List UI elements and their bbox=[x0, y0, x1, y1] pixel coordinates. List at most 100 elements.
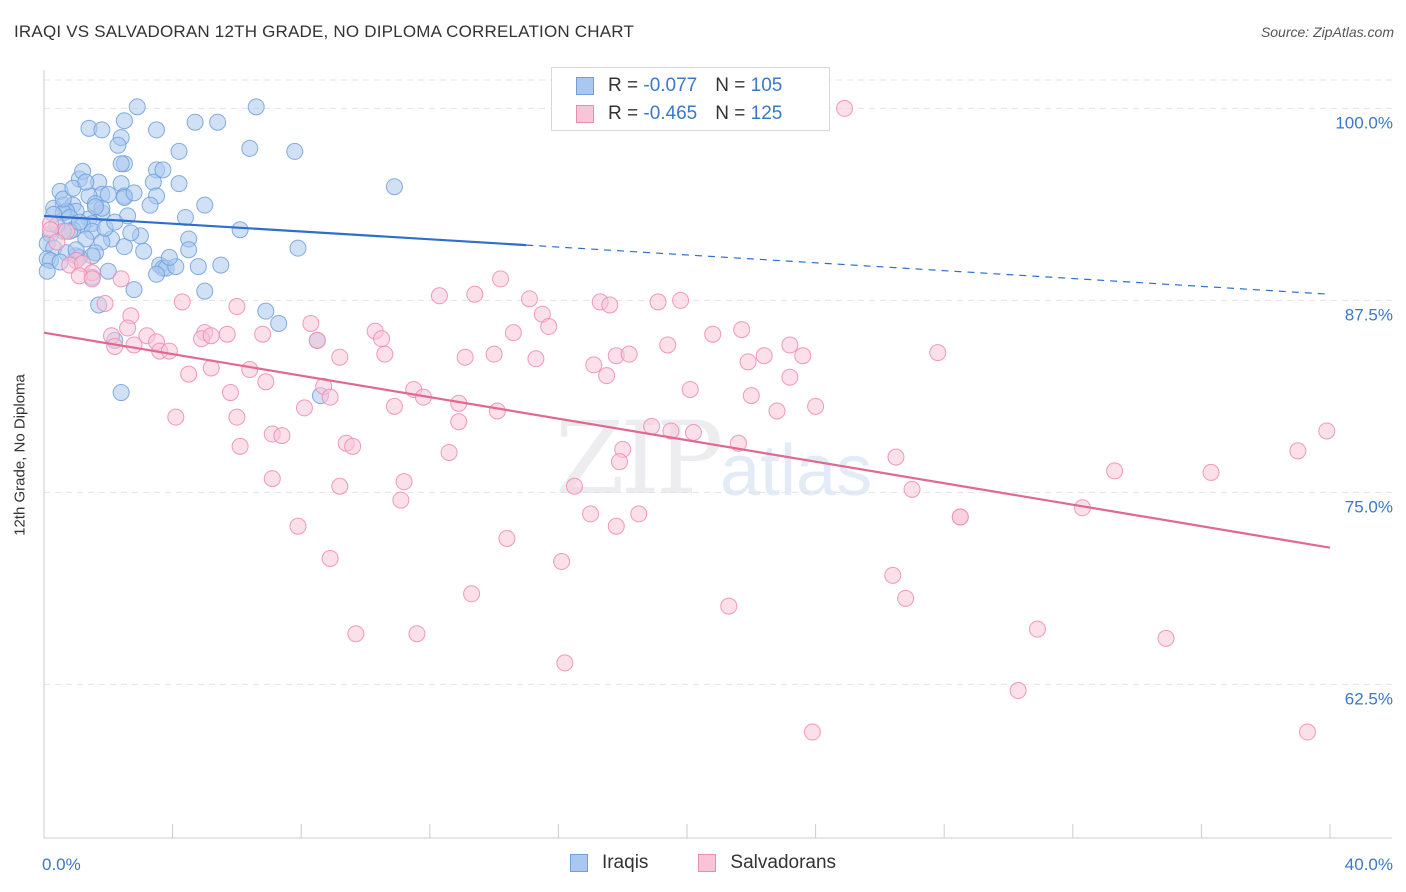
salvadoran-point bbox=[884, 566, 902, 584]
iraqi-point bbox=[196, 282, 214, 300]
salvadoran-point bbox=[485, 345, 503, 363]
iraqi-point bbox=[196, 196, 214, 214]
salvadoran-point bbox=[527, 350, 545, 368]
salvadoran-point bbox=[836, 99, 854, 117]
salvadoran-point bbox=[395, 473, 413, 491]
salvadoran-point bbox=[392, 491, 410, 509]
salvadoran-point bbox=[321, 549, 339, 567]
iraqi-point bbox=[77, 173, 95, 191]
salvadoran-point bbox=[430, 287, 448, 305]
iraqi-point bbox=[128, 98, 146, 116]
salvadoran-point bbox=[504, 324, 522, 342]
iraqi-point bbox=[38, 262, 56, 280]
salvadoran-point bbox=[684, 423, 702, 441]
iraqi-r-label: R = bbox=[608, 75, 644, 96]
salvadoran-point bbox=[96, 294, 114, 312]
salvadoran-point bbox=[742, 387, 760, 405]
salvadoran-point bbox=[553, 553, 571, 571]
salvadoran-point bbox=[331, 348, 349, 366]
salvadoran-point bbox=[807, 397, 825, 415]
chart-title: IRAQI VS SALVADORAN 12TH GRADE, NO DIPLO… bbox=[14, 22, 635, 41]
iraqi-point bbox=[170, 175, 188, 193]
iraqi-point bbox=[93, 121, 111, 139]
legend-item-salvadorans[interactable]: Salvadorans bbox=[698, 852, 836, 874]
salvadoran-point bbox=[273, 427, 291, 445]
iraqi-trend-extension bbox=[526, 244, 1331, 295]
salvadoran-r-value: -0.465 bbox=[643, 103, 698, 124]
salvadoran-point bbox=[385, 397, 403, 415]
salvadoran-point bbox=[456, 348, 474, 366]
salvadoran-point bbox=[58, 222, 76, 240]
correlation-legend: R = -0.077 N = 105 R = -0.465 N = 125 bbox=[551, 67, 830, 131]
salvadoran-point bbox=[254, 325, 272, 343]
iraqi-point bbox=[77, 230, 95, 248]
salvadoran-point bbox=[492, 270, 510, 288]
salvadoran-point bbox=[662, 422, 680, 440]
iraqi-point bbox=[148, 121, 166, 139]
salvadoran-point bbox=[582, 505, 600, 523]
salvadoran-n-label: N = bbox=[715, 103, 751, 124]
salvadoran-point bbox=[720, 597, 738, 615]
tick-labels: 100.0% 87.5% 75.0% 62.5% 0.0% 40.0% bbox=[42, 113, 1393, 874]
salvadoran-point bbox=[755, 347, 773, 365]
salvadoran-point bbox=[83, 270, 101, 288]
legend-item-iraqis[interactable]: Iraqis bbox=[569, 852, 648, 874]
iraqi-point bbox=[99, 185, 117, 203]
salvadoran-point bbox=[218, 325, 236, 343]
salvadoran-point bbox=[308, 331, 326, 349]
iraqi-point bbox=[257, 302, 275, 320]
salvadoran-point bbox=[1298, 723, 1316, 741]
salvadoran-point bbox=[681, 380, 699, 398]
iraqi-point bbox=[212, 256, 230, 274]
salvadoran-point bbox=[331, 477, 349, 495]
iraqi-point bbox=[112, 155, 130, 173]
iraqi-point bbox=[160, 248, 178, 266]
salvadoran-point bbox=[1009, 682, 1027, 700]
iraqi-point bbox=[189, 258, 207, 276]
iraqi-point bbox=[270, 314, 288, 332]
legend-row-iraqi: R = -0.077 N = 105 bbox=[576, 74, 782, 98]
iraqi-point bbox=[141, 196, 159, 214]
salvadoran-point bbox=[463, 585, 481, 603]
salvadoran-point bbox=[565, 477, 583, 495]
x-tick-label: 40.0% bbox=[1345, 855, 1393, 874]
salvadoran-point bbox=[610, 453, 628, 471]
salvadoran-point bbox=[408, 625, 426, 643]
salvadoran-point bbox=[1289, 442, 1307, 460]
salvadoran-point bbox=[376, 345, 394, 363]
iraqi-point bbox=[122, 224, 140, 242]
salvadoran-point bbox=[466, 285, 484, 303]
salvadoran-point bbox=[321, 388, 339, 406]
salvadoran-point bbox=[781, 368, 799, 386]
salvadoran-r-label: R = bbox=[608, 103, 644, 124]
salvadoran-point bbox=[704, 325, 722, 343]
series-legend: Iraqis Salvadorans bbox=[0, 852, 1406, 874]
salvadoran-point bbox=[160, 342, 178, 360]
x-tick-label: 0.0% bbox=[42, 855, 81, 874]
iraqi-n-value: 105 bbox=[750, 75, 783, 96]
salvadoran-point bbox=[803, 723, 821, 741]
iraqi-point bbox=[54, 190, 72, 208]
salvadoran-point bbox=[263, 470, 281, 488]
salvadoran-point bbox=[440, 443, 458, 461]
iraqi-point bbox=[115, 112, 133, 130]
iraqi-point bbox=[247, 98, 265, 116]
salvadoran-point bbox=[540, 318, 558, 336]
salvadoran-points bbox=[41, 99, 1336, 741]
salvadoran-point bbox=[649, 293, 667, 311]
salvadoran-point bbox=[520, 290, 538, 308]
iraqi-trend-line bbox=[43, 214, 527, 247]
salvadoran-point bbox=[620, 345, 638, 363]
iraqi-point bbox=[135, 242, 153, 260]
salvadoran-point bbox=[887, 448, 905, 466]
salvadoran-point bbox=[1028, 620, 1046, 638]
iraqi-n-label: N = bbox=[715, 75, 751, 96]
iraqi-point bbox=[286, 142, 304, 160]
salvadoran-point bbox=[607, 517, 625, 535]
salvadoran-point bbox=[768, 402, 786, 420]
iraqi-point bbox=[180, 241, 198, 259]
iraqi-point bbox=[112, 384, 130, 402]
iraqi-point bbox=[109, 136, 127, 154]
salvadoran-trend-line bbox=[43, 331, 1331, 549]
